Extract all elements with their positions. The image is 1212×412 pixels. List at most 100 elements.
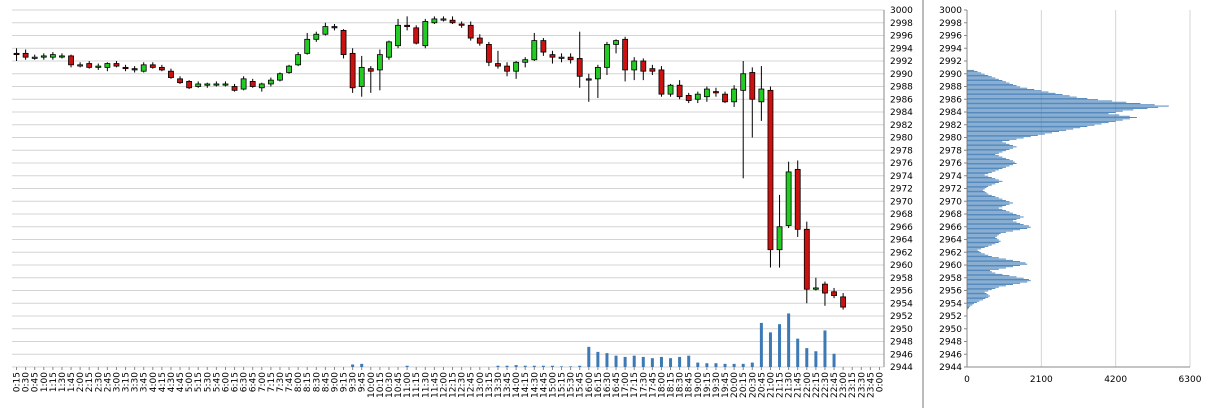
profile-bar xyxy=(967,156,1003,158)
profile-bar xyxy=(967,142,1006,144)
candle-down xyxy=(495,63,501,67)
profile-y-tick-label: 2958 xyxy=(939,274,962,284)
volume-bar xyxy=(641,356,645,367)
x-tick-label: 7:30 xyxy=(276,372,286,392)
x-tick-label: 10:00 xyxy=(367,372,377,398)
profile-bar xyxy=(967,109,1134,111)
x-tick-label: 19:30 xyxy=(712,372,722,398)
y-tick-label: 2984 xyxy=(890,108,913,118)
profile-bar xyxy=(967,254,989,256)
profile-y-tick-label: 2950 xyxy=(939,325,962,335)
volume-bar xyxy=(532,365,536,367)
x-tick-label: 10:45 xyxy=(394,372,404,398)
volume-bar xyxy=(569,366,573,367)
profile-bar xyxy=(967,80,1003,81)
x-tick-label: 1:00 xyxy=(40,372,50,392)
candle-down xyxy=(794,168,801,230)
candle-up xyxy=(258,83,265,89)
x-tick-label: 11:00 xyxy=(403,372,413,398)
candle-up xyxy=(40,55,47,58)
profile-bar xyxy=(967,157,1006,159)
candle-up xyxy=(140,64,147,72)
profile-bar xyxy=(967,248,982,250)
x-tick-label: 22:30 xyxy=(821,372,831,398)
x-tick-label: 1:30 xyxy=(58,372,68,392)
candle-up xyxy=(758,88,765,103)
profile-bar xyxy=(967,304,973,306)
candle-up xyxy=(358,66,365,87)
profile-bar xyxy=(967,308,969,310)
profile-bar xyxy=(967,175,989,177)
profile-bar xyxy=(967,192,987,194)
x-tick-label: 0:45 xyxy=(31,372,41,392)
y-tick-label: 2972 xyxy=(890,185,913,195)
y-tick-label: 2964 xyxy=(890,236,913,246)
x-tick-label: 9:15 xyxy=(340,372,350,392)
profile-y-tick-label: 2968 xyxy=(939,210,962,220)
profile-bar xyxy=(967,124,1095,126)
profile-bar xyxy=(967,188,985,190)
profile-bar xyxy=(967,277,1024,279)
volume-bar xyxy=(605,353,609,367)
volume-bar xyxy=(360,363,364,367)
candle-down xyxy=(367,68,374,72)
candle-up xyxy=(95,65,102,68)
profile-bar xyxy=(967,201,1010,203)
candle-down xyxy=(249,81,256,87)
y-tick-label: 2982 xyxy=(890,121,913,131)
profile-bar xyxy=(967,90,1042,92)
profile-bar xyxy=(967,301,977,303)
x-tick-label: 7:00 xyxy=(258,372,268,392)
x-tick-label: 12:45 xyxy=(467,372,477,398)
profile-bar xyxy=(967,215,1021,217)
profile-y-tick-label: 2974 xyxy=(939,172,962,182)
y-tick-label: 2946 xyxy=(890,350,913,360)
profile-bar xyxy=(967,259,1014,261)
profile-bar xyxy=(967,87,1028,89)
profile-bar xyxy=(967,276,1017,278)
volume-bar xyxy=(832,353,836,367)
x-tick-label: 17:45 xyxy=(648,372,658,398)
profile-bar xyxy=(967,249,978,251)
profile-y-tick-label: 2966 xyxy=(939,223,962,233)
x-tick-label: 7:45 xyxy=(285,372,295,392)
profile-bar xyxy=(967,91,1049,93)
volume-bar xyxy=(732,363,736,367)
x-tick-label: 23:00 xyxy=(839,372,849,398)
x-tick-label: 6:15 xyxy=(231,372,241,392)
x-tick-label: 19:00 xyxy=(694,372,704,398)
profile-bar xyxy=(967,202,1014,204)
profile-bar xyxy=(967,203,1010,205)
x-tick-label: 14:45 xyxy=(539,372,549,398)
profile-bar xyxy=(967,141,1003,143)
x-tick-label: 18:30 xyxy=(676,372,686,398)
profile-bar xyxy=(967,163,1017,164)
profile-bar xyxy=(967,290,989,292)
profile-bar xyxy=(967,222,1021,224)
profile-bar xyxy=(967,110,1123,112)
candle-down xyxy=(413,27,420,44)
x-tick-label: 0:00 xyxy=(875,372,885,392)
volume-bar xyxy=(523,365,527,367)
candle-down xyxy=(467,24,474,39)
candle-down xyxy=(22,52,29,58)
x-tick-label: 17:00 xyxy=(621,372,631,398)
profile-bar xyxy=(967,117,1137,118)
volume-bar xyxy=(678,356,682,367)
profile-bar xyxy=(967,154,996,155)
candle-down xyxy=(86,63,93,68)
candle-up xyxy=(376,54,383,71)
x-tick-label: 13:00 xyxy=(476,372,486,398)
candle-down xyxy=(13,52,20,56)
x-tick-label: 23:30 xyxy=(857,372,867,398)
profile-bar xyxy=(967,228,1028,229)
x-tick-label: 12:15 xyxy=(449,372,459,398)
x-tick-label: 2:30 xyxy=(94,372,104,392)
profile-bar xyxy=(967,238,998,240)
volume-bar xyxy=(705,363,709,367)
candle-down xyxy=(713,91,719,94)
candle-up xyxy=(49,54,56,58)
profile-bar xyxy=(967,159,1010,161)
x-tick-label: 19:45 xyxy=(721,372,731,398)
profile-bar xyxy=(967,165,1010,167)
